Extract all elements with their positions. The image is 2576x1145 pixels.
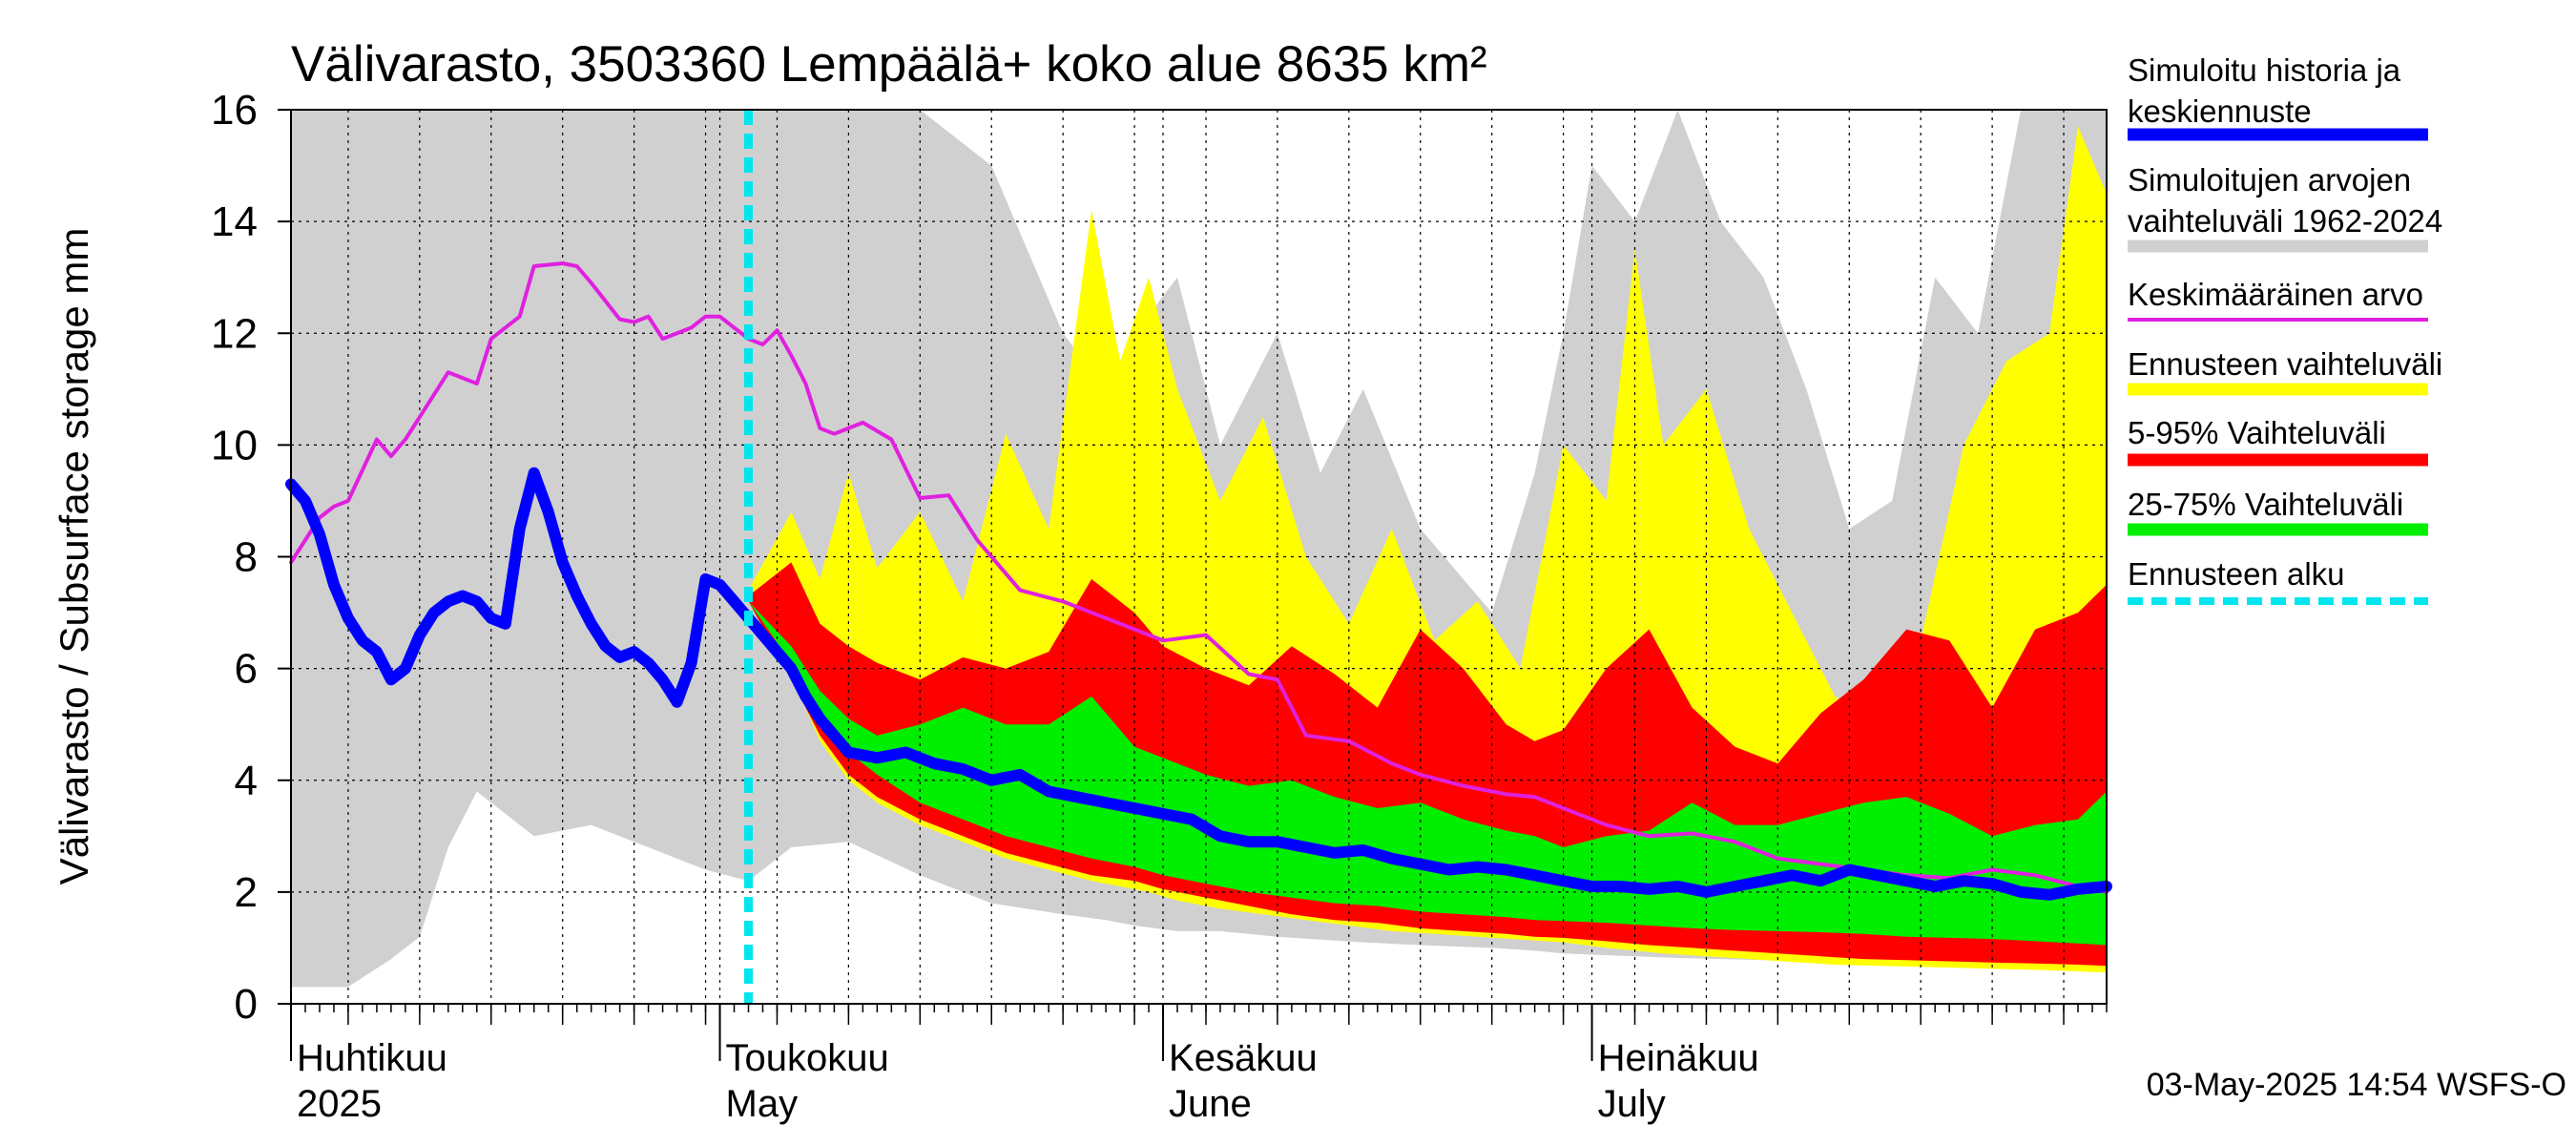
- y-tick-label: 16: [211, 87, 258, 134]
- y-tick-label: 12: [211, 310, 258, 357]
- legend-label: Simuloitujen arvojen: [2128, 162, 2411, 198]
- legend-label: 25-75% Vaihteluväli: [2128, 487, 2403, 522]
- y-tick-label: 10: [211, 422, 258, 468]
- y-tick-label: 14: [211, 198, 258, 245]
- median-line: [285, 467, 2112, 901]
- lines: [285, 110, 2112, 1004]
- timestamp-footer: 03-May-2025 14:54 WSFS-O: [2147, 1067, 2566, 1103]
- y-tick-label: 8: [235, 534, 258, 581]
- grid: [291, 110, 2107, 1004]
- legend-label: Simuloitu historia ja: [2128, 52, 2401, 88]
- y-axis-label: Välivarasto / Subsurface storage mm: [52, 228, 96, 885]
- y-tick-label: 2: [235, 869, 258, 916]
- legend-label: keskiennuste: [2128, 94, 2312, 129]
- y-tick-label: 6: [235, 646, 258, 693]
- month-label-en: 2025: [297, 1083, 382, 1125]
- chart-title: Välivarasto, 3503360 Lempäälä+ koko alue…: [291, 36, 1487, 93]
- month-label-en: June: [1169, 1083, 1252, 1125]
- legend-label: Ennusteen vaihteluväli: [2128, 346, 2442, 382]
- month-label-en: May: [726, 1083, 799, 1125]
- month-label-fi: Heinäkuu: [1598, 1037, 1759, 1079]
- month-label-fi: Toukokuu: [726, 1037, 889, 1079]
- y-tick-label: 4: [235, 758, 258, 804]
- month-label-fi: Kesäkuu: [1169, 1037, 1318, 1079]
- legend-label: 5-95% Vaihteluväli: [2128, 415, 2386, 450]
- legend-label: vaihteluväli 1962-2024: [2128, 203, 2442, 239]
- legend-label: Ennusteen alku: [2128, 556, 2345, 592]
- y-axis: 0 2 4 6 8 10 12 14 16: [211, 87, 291, 1028]
- legend-label: Keskimääräinen arvo: [2128, 277, 2423, 312]
- y-tick-label: 0: [235, 981, 258, 1028]
- band-25-75: [748, 601, 2107, 946]
- mean-line: [289, 261, 2109, 894]
- month-label-fi: Huhtikuu: [297, 1037, 447, 1079]
- month-label-en: July: [1598, 1083, 1666, 1125]
- plot-area: [285, 109, 2112, 1005]
- legend: Simuloitu historia ja keskiennuste Simuloi…: [2128, 52, 2442, 605]
